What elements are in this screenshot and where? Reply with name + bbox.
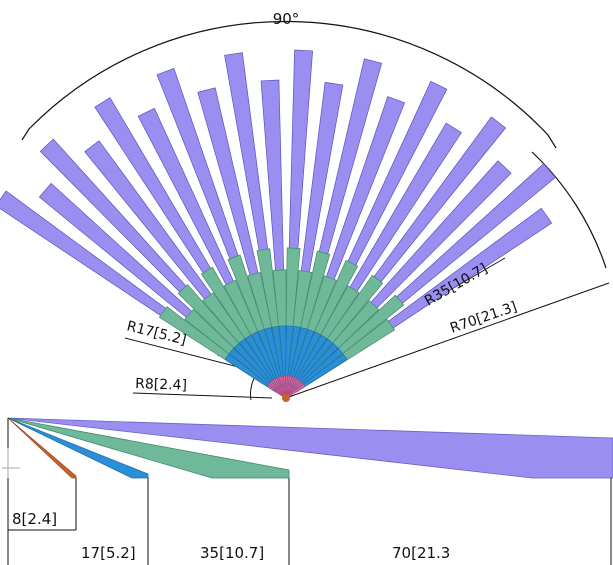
wedge-70 [7, 417, 613, 479]
r70-dimension-arc [531, 151, 607, 269]
fan-view: 90° R35[10.7] R70[21.3] R17[5.2] R8[2.4] [0, 10, 610, 402]
r70-leader-line [285, 282, 610, 399]
angle-dimension-arc [21, 20, 557, 149]
l35-label: 35[10.7] [200, 544, 264, 562]
l70-label: 70[21.3 [392, 544, 450, 562]
r8-leader-line [132, 392, 273, 399]
r70-label: R70[21.3] [448, 299, 519, 337]
hub [282, 394, 290, 402]
side-view: 8[2.4] 17[5.2] 35[10.7] 70[21.3 [2, 417, 613, 565]
l17-label: 17[5.2] [81, 544, 136, 562]
blade-group [0, 49, 556, 402]
angle-label: 90° [273, 10, 300, 28]
r8-label: R8[2.4] [135, 376, 187, 394]
l8-label: 8[2.4] [12, 510, 57, 528]
